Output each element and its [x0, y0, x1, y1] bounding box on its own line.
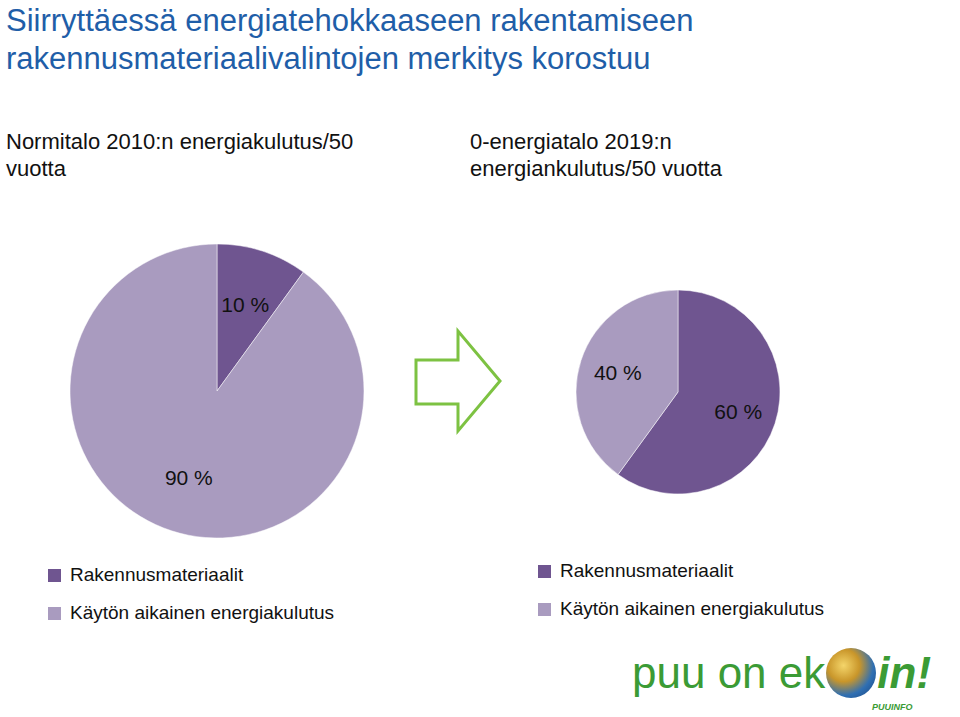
html-text:Normitalo 2010:n energiakulutu: Normitalo 2010:n energiakulutus/50 vuott… — [6, 129, 354, 181]
svg-text:10 %: 10 % — [221, 293, 269, 316]
html-text:Käytön aikainen energiakulutus: Käytön aikainen energiakulutus — [560, 598, 825, 619]
svg-text:90 %: 90 % — [165, 466, 213, 489]
html-text:Käytön aikainen energiakulutus: Käytön aikainen energiakulutus — [70, 602, 335, 623]
html-text:Siirryttäessä energiatehokkaas: Siirryttäessä energiatehokkaaseen rakent… — [6, 3, 694, 76]
svg-text:60 %: 60 % — [714, 400, 762, 423]
html-text:Rakennusmateriaalit: Rakennusmateriaalit — [70, 564, 244, 585]
html-text:in!: in! — [877, 648, 931, 697]
html-text:Rakennusmateriaalit: Rakennusmateriaalit — [560, 560, 734, 581]
html-text:puu on ek: puu on ek — [632, 648, 826, 697]
html-text:0-energiatalo 2019:n energiank: 0-energiatalo 2019:n energiankulutus/50 … — [470, 129, 722, 181]
svg-text:40 %: 40 % — [594, 361, 642, 384]
html-text:PUUINFO: PUUINFO — [872, 702, 913, 712]
